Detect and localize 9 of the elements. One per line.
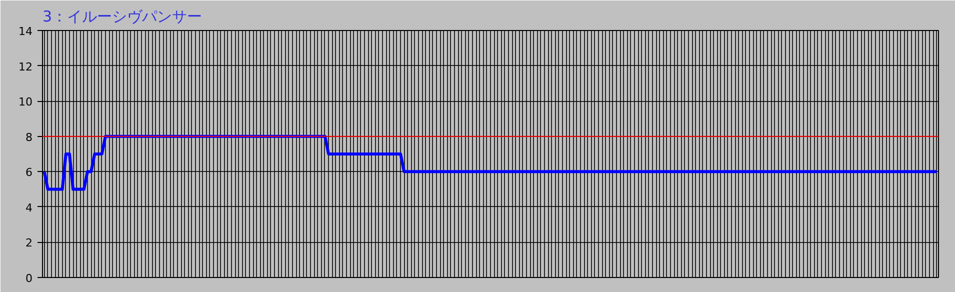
y-tick-label: 12 [18, 60, 33, 74]
y-tick-label: 8 [26, 130, 32, 144]
y-tick-label: 14 [18, 25, 33, 38]
y-tick-label: 0 [26, 272, 32, 285]
y-tick-label: 6 [26, 166, 32, 180]
y-tick-label: 2 [26, 236, 32, 250]
chart-title: 3：イルーシヴパンサー [42, 8, 202, 26]
y-tick-label: 10 [18, 96, 33, 109]
y-tick-label: 4 [26, 201, 32, 214]
